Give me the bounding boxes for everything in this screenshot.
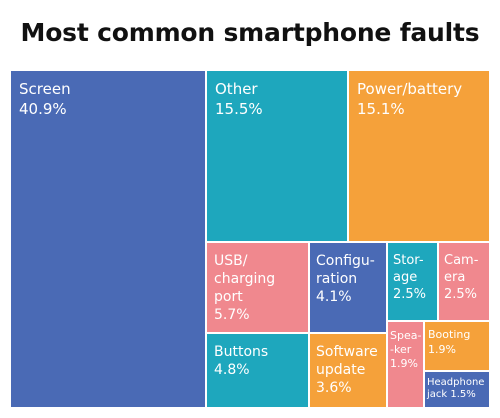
tile-rect-other bbox=[207, 71, 347, 241]
tile-rect-spea-ker bbox=[388, 322, 423, 407]
tile-usb-charging-port: USB/charging port 5.7% bbox=[207, 243, 308, 332]
tile-value-buttons: 4.8% bbox=[214, 362, 250, 378]
tile-power-battery: Power/battery 15.1% bbox=[349, 71, 489, 241]
tile-stor-age: Stor-age 2.5% bbox=[388, 243, 437, 320]
tile-booting: Booting 1.9% bbox=[425, 322, 489, 370]
tile-screen: Screen 40.9% bbox=[11, 71, 205, 407]
tile-value-booting: 1.9% bbox=[428, 343, 456, 356]
tile-value-stor-age: 2.5% bbox=[393, 287, 426, 302]
tile-label-software-update: Software bbox=[316, 344, 378, 360]
tile-label-usb-charging-port: charging bbox=[214, 271, 275, 287]
tile-label-headphone-jack: jack 1.5% bbox=[426, 389, 476, 400]
tile-rect-software-update bbox=[310, 334, 386, 407]
tile-rect-stor-age bbox=[388, 243, 437, 320]
tile-label-spea-ker: -ker bbox=[390, 343, 412, 356]
tile-label-usb-charging-port: USB/ bbox=[214, 253, 248, 269]
tile-label-cam-era: Cam- bbox=[444, 253, 479, 268]
tile-value-cam-era: 2.5% bbox=[444, 287, 477, 302]
tile-rect-headphone-jack bbox=[425, 372, 489, 407]
tile-label-configu-ration: ration bbox=[316, 271, 357, 287]
tile-software-update: Software update 3.6% bbox=[310, 334, 386, 407]
tile-rect-usb-charging-port bbox=[207, 243, 308, 332]
tile-rect-configu-ration bbox=[310, 243, 386, 332]
tile-label-headphone-jack: Headphone bbox=[427, 377, 484, 388]
tile-label-usb-charging-port: port bbox=[214, 289, 243, 305]
tile-rect-booting bbox=[425, 322, 489, 370]
tile-label-stor-age: Stor- bbox=[393, 253, 424, 268]
tile-value-screen: 40.9% bbox=[19, 100, 67, 118]
tile-label-spea-ker: Spea- bbox=[390, 329, 421, 342]
tile-label-cam-era: era bbox=[444, 270, 465, 285]
tile-label-screen: Screen bbox=[19, 80, 71, 98]
tile-rect-power-battery bbox=[349, 71, 489, 241]
tile-rect-screen bbox=[11, 71, 205, 407]
tile-label-power-battery: Power/battery bbox=[357, 80, 462, 98]
tile-buttons: Buttons 4.8% bbox=[207, 334, 308, 407]
tile-value-spea-ker: 1.9% bbox=[390, 357, 418, 370]
tile-label-buttons: Buttons bbox=[214, 344, 268, 360]
tile-label-other: Other bbox=[215, 80, 258, 98]
tile-value-other: 15.5% bbox=[215, 100, 263, 118]
tile-label-software-update: update bbox=[316, 362, 365, 378]
chart-title: Most common smartphone faults bbox=[20, 18, 480, 47]
tile-value-usb-charging-port: 5.7% bbox=[214, 307, 250, 323]
tile-label-stor-age: age bbox=[393, 270, 417, 285]
tile-configu-ration: Configu-ration 4.1% bbox=[310, 243, 386, 332]
tile-cam-era: Cam-era 2.5% bbox=[439, 243, 489, 320]
tile-label-booting: Booting bbox=[428, 328, 470, 341]
tile-value-software-update: 3.6% bbox=[316, 380, 352, 396]
tile-other: Other 15.5% bbox=[207, 71, 347, 241]
tile-rect-cam-era bbox=[439, 243, 489, 320]
tile-value-configu-ration: 4.1% bbox=[316, 289, 352, 305]
tile-rect-buttons bbox=[207, 334, 308, 407]
tile-value-power-battery: 15.1% bbox=[357, 100, 405, 118]
tile-label-configu-ration: Configu- bbox=[316, 253, 375, 269]
